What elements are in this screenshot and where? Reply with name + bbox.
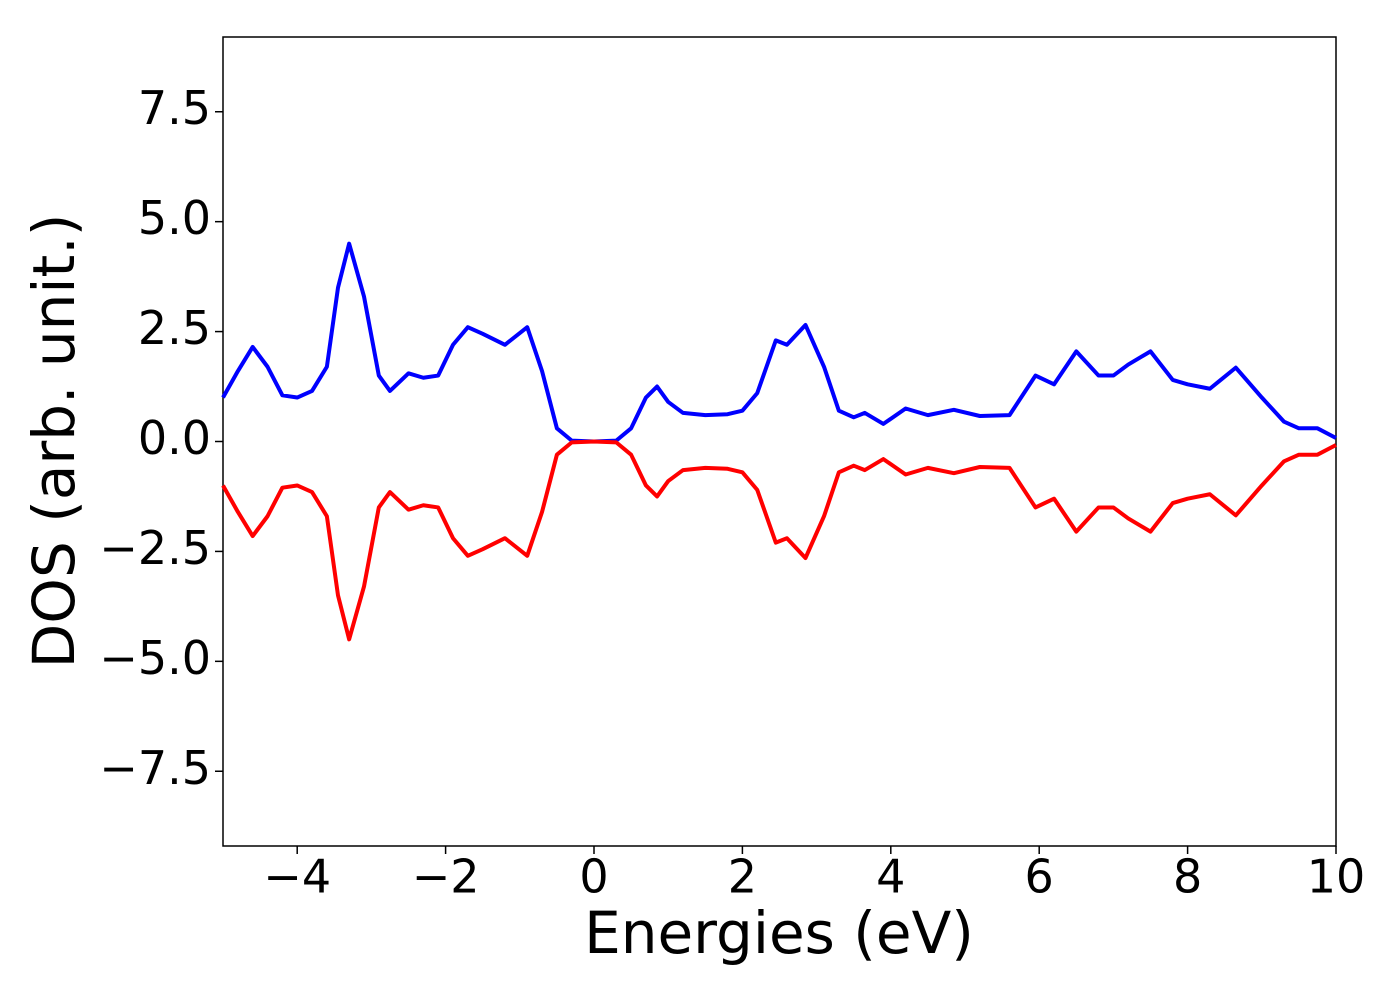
x-axis-label: Energies (eV)	[584, 899, 974, 967]
x-tick-label: 4	[876, 850, 905, 904]
y-tick-label: 5.0	[138, 191, 211, 245]
dos-line	[221, 439, 1337, 642]
y-tick-label: −5.0	[99, 631, 211, 685]
y-axis-label: DOS (arb. unit.)	[20, 214, 88, 669]
y-tick-label: −2.5	[99, 521, 211, 575]
x-tick-label: 2	[728, 850, 757, 904]
x-tick-label: −2	[412, 850, 480, 904]
y-tick-label: 2.5	[138, 301, 211, 355]
x-tick-label: 6	[1025, 850, 1054, 904]
plot-frame	[222, 36, 1337, 847]
x-tick-label: 10	[1307, 850, 1366, 904]
y-tick-label: −7.5	[99, 741, 211, 795]
x-tick-label: 8	[1173, 850, 1202, 904]
x-tick-label: 0	[579, 850, 608, 904]
y-tick-label: 7.5	[138, 81, 211, 135]
x-tick-label: −4	[263, 850, 331, 904]
dos-line	[221, 241, 1337, 444]
y-tick-label: 0.0	[138, 411, 211, 465]
